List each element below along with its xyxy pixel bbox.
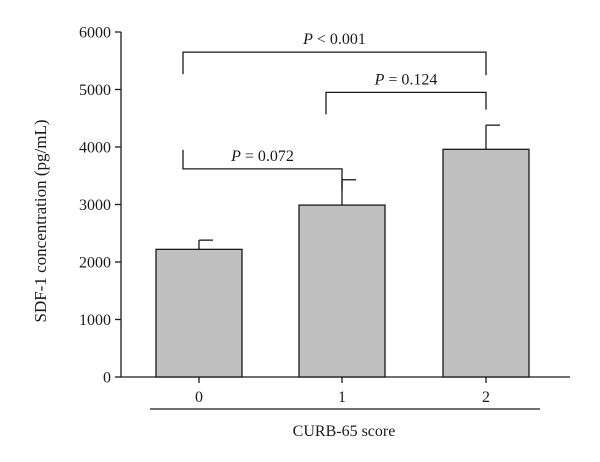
y-tick-label: 5000 [79, 82, 111, 99]
y-axis-label: SDF-1 concentration (pg/mL) [31, 119, 50, 322]
y-tick-label: 1000 [79, 312, 111, 329]
x-tick-label: 1 [338, 389, 346, 406]
p-value-label: P = 0.072 [230, 148, 294, 165]
significance-bracket [182, 51, 487, 76]
bar [442, 148, 530, 378]
y-tick-label: 4000 [79, 140, 111, 157]
significance-annotations: P = 0.072 P = 0.124 P < 0.001 [182, 31, 487, 191]
y-tick-label: 2000 [79, 255, 111, 272]
significance-bracket [182, 149, 343, 191]
y-tick-label: 3000 [79, 197, 111, 214]
significance-bracket [325, 91, 487, 115]
x-axis-label: CURB-65 score [293, 423, 396, 440]
bar [155, 248, 243, 378]
y-tick-label: 6000 [79, 25, 111, 42]
x-tick-label: 2 [482, 389, 490, 406]
bars [155, 124, 530, 378]
bar [298, 204, 386, 378]
axes: 0 1000 2000 3000 4000 5000 6000 0 1 2 [79, 25, 570, 406]
p-value-label: P = 0.124 [374, 71, 438, 88]
y-tick-label: 0 [103, 370, 111, 387]
p-value-label: P < 0.001 [302, 31, 366, 48]
x-tick-label: 0 [195, 389, 203, 406]
